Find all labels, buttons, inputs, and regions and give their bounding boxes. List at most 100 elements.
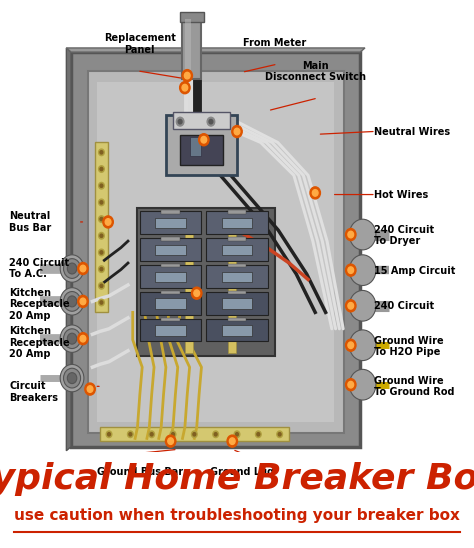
- Bar: [221, 272, 252, 282]
- Text: Hot Wires: Hot Wires: [374, 190, 428, 199]
- Circle shape: [234, 431, 240, 437]
- Circle shape: [60, 325, 84, 352]
- Bar: [155, 299, 186, 309]
- Circle shape: [178, 119, 182, 124]
- Bar: [95, 142, 108, 312]
- Circle shape: [209, 119, 213, 124]
- Bar: [185, 211, 193, 353]
- Circle shape: [353, 224, 372, 246]
- Bar: [228, 211, 236, 353]
- Circle shape: [353, 374, 372, 396]
- Circle shape: [346, 379, 356, 391]
- Circle shape: [201, 136, 207, 143]
- Circle shape: [100, 218, 103, 221]
- Circle shape: [64, 368, 81, 388]
- Circle shape: [99, 199, 104, 206]
- Circle shape: [348, 381, 354, 388]
- Circle shape: [99, 165, 104, 172]
- Circle shape: [60, 255, 84, 282]
- Circle shape: [357, 299, 368, 312]
- Circle shape: [100, 201, 103, 204]
- Circle shape: [67, 333, 77, 344]
- Text: Main
Disconnect Switch: Main Disconnect Switch: [264, 61, 366, 82]
- Text: Circuit
Breakers: Circuit Breakers: [9, 381, 58, 403]
- Circle shape: [99, 249, 104, 256]
- Bar: [140, 292, 201, 315]
- Circle shape: [213, 431, 219, 437]
- Text: Ground Lug: Ground Lug: [210, 467, 274, 477]
- Text: Typical Home Breaker Box: Typical Home Breaker Box: [0, 463, 474, 496]
- Circle shape: [312, 190, 318, 196]
- Circle shape: [78, 262, 88, 275]
- Circle shape: [182, 70, 192, 82]
- Text: From Meter: From Meter: [243, 38, 307, 48]
- Circle shape: [108, 433, 110, 436]
- Text: Kitchen
Receptacle
20 Amp: Kitchen Receptacle 20 Amp: [9, 288, 70, 321]
- Circle shape: [60, 288, 84, 315]
- Bar: [161, 237, 180, 241]
- Circle shape: [349, 330, 376, 361]
- Bar: [166, 115, 237, 175]
- Circle shape: [100, 267, 103, 271]
- Circle shape: [100, 151, 103, 154]
- Text: 240 Circuit: 240 Circuit: [374, 301, 435, 311]
- Circle shape: [80, 335, 86, 342]
- Circle shape: [100, 167, 103, 170]
- Circle shape: [105, 219, 111, 225]
- Bar: [180, 135, 223, 165]
- Bar: [161, 210, 180, 214]
- Bar: [155, 245, 186, 255]
- Bar: [180, 12, 204, 22]
- Circle shape: [80, 298, 86, 305]
- Circle shape: [100, 184, 103, 187]
- Circle shape: [67, 373, 77, 384]
- Bar: [155, 272, 186, 282]
- Polygon shape: [66, 48, 71, 450]
- Circle shape: [99, 149, 104, 156]
- Circle shape: [349, 290, 376, 321]
- Circle shape: [78, 295, 88, 307]
- Text: 15 Amp Circuit: 15 Amp Circuit: [374, 266, 456, 276]
- Text: 240 Circuit
To A.C.: 240 Circuit To A.C.: [9, 258, 70, 279]
- Bar: [100, 427, 289, 441]
- Bar: [206, 292, 268, 315]
- Bar: [140, 238, 201, 261]
- Circle shape: [150, 433, 153, 436]
- Bar: [185, 19, 191, 79]
- Circle shape: [348, 267, 354, 273]
- Circle shape: [214, 433, 217, 436]
- Circle shape: [191, 431, 197, 437]
- Bar: [173, 112, 230, 129]
- Circle shape: [103, 216, 113, 228]
- Circle shape: [78, 333, 88, 345]
- Circle shape: [346, 339, 356, 351]
- Circle shape: [310, 187, 320, 199]
- Circle shape: [348, 302, 354, 309]
- Circle shape: [353, 295, 372, 317]
- Bar: [140, 318, 201, 341]
- Circle shape: [232, 125, 242, 138]
- Circle shape: [165, 435, 176, 447]
- Bar: [155, 326, 186, 336]
- Circle shape: [346, 264, 356, 276]
- Circle shape: [87, 386, 93, 392]
- Circle shape: [149, 431, 155, 437]
- Circle shape: [348, 231, 354, 238]
- Circle shape: [67, 296, 77, 307]
- Circle shape: [357, 339, 368, 352]
- Bar: [161, 318, 180, 321]
- Circle shape: [99, 232, 104, 239]
- Circle shape: [346, 229, 356, 241]
- Bar: [140, 211, 201, 234]
- Text: Kitchen
Receptacle
20 Amp: Kitchen Receptacle 20 Amp: [9, 326, 70, 359]
- Text: Neutral
Bus Bar: Neutral Bus Bar: [9, 211, 52, 233]
- Circle shape: [60, 364, 84, 392]
- Bar: [182, 19, 201, 79]
- Bar: [228, 291, 246, 294]
- Circle shape: [99, 182, 104, 189]
- Bar: [155, 218, 186, 228]
- Circle shape: [99, 283, 104, 289]
- Circle shape: [199, 134, 209, 146]
- Bar: [221, 326, 252, 336]
- Text: Ground Wire
To Ground Rod: Ground Wire To Ground Rod: [374, 375, 455, 397]
